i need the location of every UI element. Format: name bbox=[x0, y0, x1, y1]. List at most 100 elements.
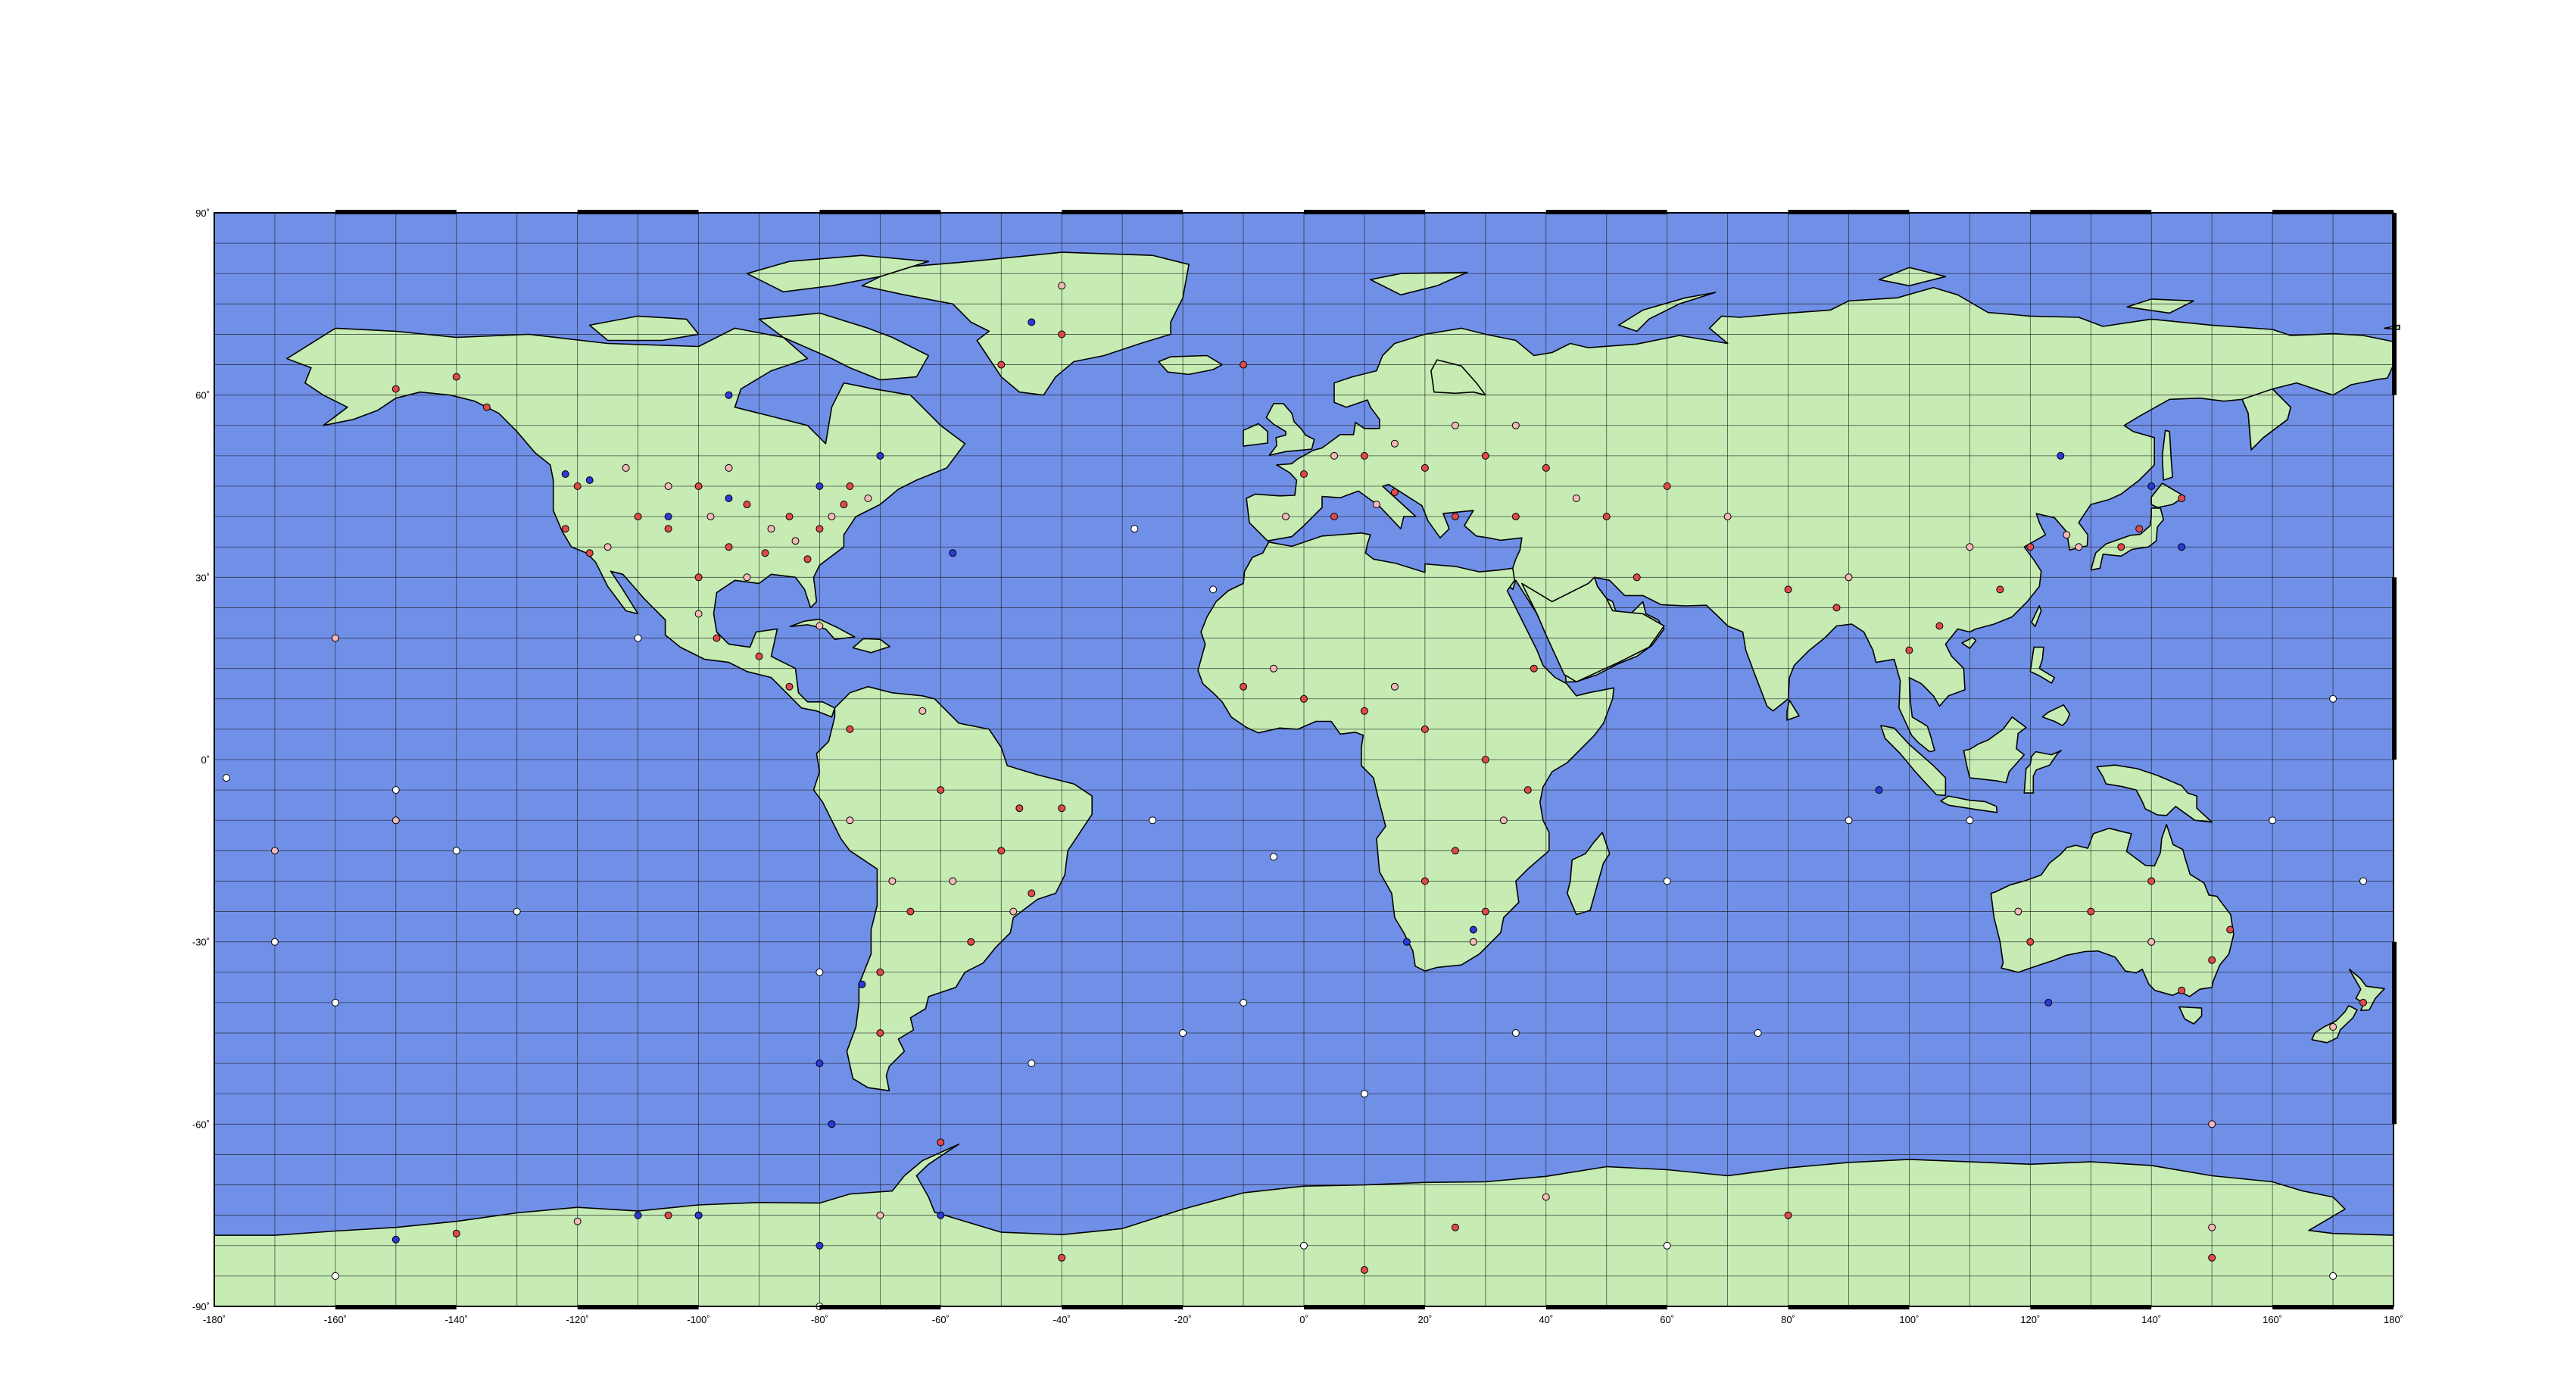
station-marker-red bbox=[1996, 585, 2004, 594]
station-marker-white bbox=[2269, 816, 2277, 825]
station-marker-red bbox=[1240, 682, 1248, 691]
lon-tick-label: -20˚ bbox=[1174, 1314, 1192, 1325]
frame-bar-top bbox=[1304, 210, 1425, 214]
station-marker-red bbox=[840, 501, 848, 509]
station-marker-white bbox=[1663, 1241, 1671, 1250]
station-marker-blue bbox=[585, 476, 594, 484]
station-marker-white bbox=[1028, 1060, 1036, 1068]
station-marker-pink bbox=[1390, 439, 1399, 448]
station-marker-white bbox=[2359, 877, 2367, 885]
frame-bar-top bbox=[1788, 210, 1910, 214]
landmass-hispaniola bbox=[852, 638, 890, 654]
station-marker-red bbox=[1421, 725, 1429, 733]
station-marker-pink bbox=[391, 816, 400, 825]
landmass-africa bbox=[1197, 532, 1615, 972]
station-marker-pink bbox=[2075, 543, 2083, 551]
station-marker-white bbox=[634, 634, 642, 642]
station-marker-blue bbox=[725, 495, 733, 502]
station-marker-white bbox=[513, 907, 521, 916]
station-marker-red bbox=[846, 482, 854, 490]
station-marker-red bbox=[664, 1211, 672, 1219]
station-marker-pink bbox=[1542, 1193, 1550, 1201]
station-marker-red bbox=[1451, 513, 1459, 521]
frame-bar-bottom bbox=[2272, 1305, 2394, 1309]
station-marker-pink bbox=[2329, 1023, 2337, 1031]
station-marker-red bbox=[876, 968, 884, 976]
station-marker-pink bbox=[573, 1217, 582, 1225]
station-marker-red bbox=[573, 482, 582, 490]
station-marker-red bbox=[2026, 543, 2035, 551]
station-marker-red bbox=[725, 543, 733, 551]
station-marker-red bbox=[1663, 482, 1671, 490]
station-marker-pink bbox=[1966, 543, 1974, 551]
station-marker-pink bbox=[664, 482, 672, 490]
station-marker-white bbox=[391, 786, 400, 794]
station-marker-red bbox=[713, 634, 721, 642]
station-marker-pink bbox=[1499, 816, 1508, 825]
station-marker-blue bbox=[816, 1241, 824, 1250]
station-marker-blue bbox=[664, 513, 672, 521]
station-marker-pink bbox=[725, 463, 733, 472]
station-marker-white bbox=[331, 998, 339, 1006]
station-marker-pink bbox=[2208, 1223, 2216, 1231]
frame-bar-right bbox=[2392, 577, 2397, 760]
station-marker-white bbox=[1966, 816, 1974, 825]
landmass-cuba bbox=[789, 618, 856, 641]
station-marker-pink bbox=[1009, 907, 1018, 916]
station-marker-red bbox=[1360, 707, 1368, 715]
lon-tick-label: 60˚ bbox=[1660, 1314, 1674, 1325]
station-marker-pink bbox=[1282, 513, 1290, 521]
station-marker-red bbox=[1935, 622, 1944, 630]
lon-tick-label: 120˚ bbox=[2020, 1314, 2040, 1325]
frame-bar-bottom bbox=[577, 1305, 699, 1309]
station-marker-blue bbox=[1469, 925, 1477, 934]
station-marker-pink bbox=[791, 537, 800, 545]
graticule bbox=[214, 212, 2394, 1307]
landmass-scandinavia-gulf-fill bbox=[1430, 359, 1486, 396]
station-marker-red bbox=[2359, 998, 2367, 1006]
lon-tick-label: 0˚ bbox=[1299, 1314, 1308, 1325]
landmass-svalbard bbox=[1370, 271, 1468, 296]
station-marker-red bbox=[2178, 986, 2186, 994]
station-marker-pink bbox=[270, 847, 279, 855]
station-marker-pink bbox=[1845, 573, 1853, 582]
station-marker-pink bbox=[828, 513, 836, 521]
frame-bar-bottom bbox=[1304, 1305, 1425, 1309]
station-marker-white bbox=[1663, 877, 1671, 885]
station-marker-red bbox=[1481, 756, 1489, 763]
station-marker-white bbox=[270, 938, 279, 946]
station-marker-red bbox=[452, 1229, 460, 1237]
station-marker-pink bbox=[1451, 421, 1459, 429]
station-marker-red bbox=[785, 682, 794, 691]
lon-tick-label: -100˚ bbox=[687, 1314, 709, 1325]
landmass-madagascar bbox=[1567, 832, 1611, 916]
lon-tick-label: -140˚ bbox=[445, 1314, 468, 1325]
lat-tick-label: -30˚ bbox=[192, 937, 210, 948]
station-marker-red bbox=[743, 501, 751, 509]
lat-tick-label: -60˚ bbox=[192, 1119, 210, 1130]
frame-bar-bottom bbox=[335, 1305, 457, 1309]
station-marker-blue bbox=[694, 1211, 703, 1219]
station-marker-red bbox=[1058, 1253, 1066, 1262]
frame-bar-right bbox=[2392, 213, 2397, 395]
station-marker-red bbox=[2087, 907, 2095, 916]
landmass-sumatra bbox=[1880, 725, 1947, 797]
lon-tick-label: 40˚ bbox=[1539, 1314, 1553, 1325]
landmass-baffin-island bbox=[758, 312, 930, 381]
station-marker-pink bbox=[743, 573, 751, 582]
station-marker-red bbox=[1390, 488, 1399, 496]
longitude-axis: -180˚ -160˚ -140˚ -120˚ -100˚ -80˚ -60˚ -40˚ -20… bbox=[203, 1314, 2403, 1325]
station-marker-pink bbox=[1058, 282, 1066, 290]
station-marker-red bbox=[1300, 470, 1308, 478]
station-marker-red bbox=[391, 385, 400, 393]
station-marker-pink bbox=[2063, 531, 2071, 539]
station-marker-white bbox=[452, 847, 460, 855]
station-marker-white bbox=[223, 774, 230, 782]
station-marker-red bbox=[876, 1029, 884, 1037]
frame-bar-top bbox=[577, 210, 699, 214]
lat-tick-label: 90˚ bbox=[195, 208, 210, 219]
frame-bar-top bbox=[2030, 210, 2152, 214]
station-marker-white bbox=[2329, 1272, 2337, 1280]
station-marker-red bbox=[997, 360, 1006, 369]
